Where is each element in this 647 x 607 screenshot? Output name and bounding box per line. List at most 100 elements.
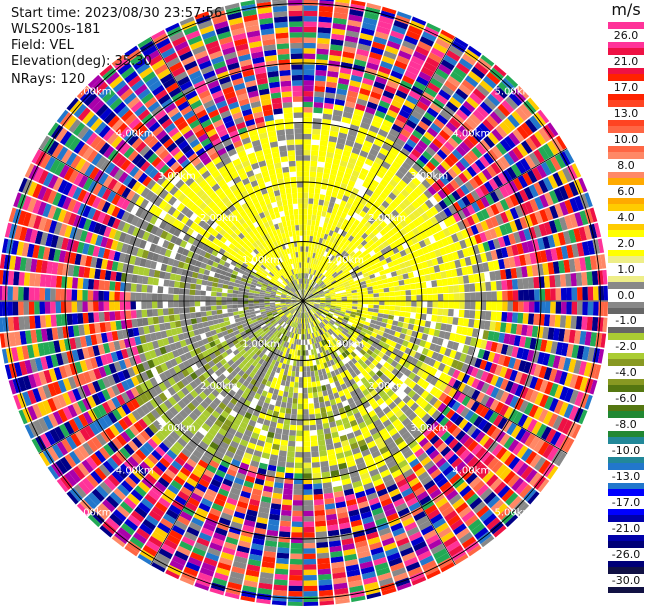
velocity-gate [345, 139, 355, 147]
velocity-gate [440, 29, 455, 40]
velocity-gate [508, 180, 519, 193]
velocity-gate [84, 425, 96, 439]
velocity-gate [347, 180, 356, 188]
velocity-gate [225, 432, 234, 441]
velocity-gate [384, 137, 395, 147]
velocity-gate [411, 110, 423, 121]
velocity-gate [390, 340, 397, 348]
velocity-gate [303, 267, 305, 274]
velocity-gate [368, 297, 374, 301]
velocity-gate [506, 279, 513, 290]
velocity-gate [440, 531, 455, 543]
velocity-gate [159, 427, 170, 438]
velocity-gate [277, 541, 290, 549]
velocity-gate [544, 396, 554, 410]
velocity-gate [316, 209, 322, 216]
velocity-gate [368, 232, 376, 240]
velocity-gate [376, 105, 388, 114]
velocity-gate [367, 311, 373, 316]
velocity-gate [362, 259, 369, 266]
velocity-gate [455, 160, 466, 172]
velocity-gate [237, 426, 246, 434]
velocity-gate [354, 233, 361, 241]
velocity-gate [206, 376, 215, 384]
velocity-gate [358, 555, 372, 564]
velocity-gate [375, 377, 384, 386]
velocity-gate [251, 543, 264, 551]
velocity-gate [351, 342, 358, 349]
velocity-gate [58, 365, 68, 379]
velocity-gate [357, 294, 363, 298]
velocity-gate [413, 80, 427, 91]
velocity-gate [181, 396, 191, 406]
velocity-gate [494, 226, 503, 238]
velocity-gate [504, 453, 516, 467]
velocity-gate [373, 293, 379, 298]
velocity-gate [521, 448, 533, 462]
velocity-gate [521, 266, 528, 278]
velocity-gate [342, 319, 349, 324]
velocity-gate [303, 144, 311, 151]
velocity-gate [328, 540, 342, 548]
velocity-gate [406, 138, 417, 149]
velocity-gate [309, 182, 316, 188]
velocity-gate [184, 351, 193, 360]
velocity-gate [111, 453, 123, 467]
velocity-gate [564, 438, 575, 453]
velocity-gate [598, 301, 605, 316]
velocity-gate [396, 478, 408, 488]
velocity-gate [245, 318, 252, 323]
velocity-gate [457, 343, 465, 353]
velocity-gate [480, 394, 490, 406]
velocity-gate [207, 393, 216, 402]
velocity-gate [393, 572, 409, 582]
velocity-gate [386, 357, 394, 365]
velocity-gate [492, 414, 504, 427]
velocity-gate [389, 301, 396, 306]
velocity-gate [494, 503, 508, 517]
velocity-gate [466, 215, 476, 226]
velocity-gate [164, 488, 177, 500]
velocity-gate [573, 228, 582, 243]
velocity-gate [245, 361, 252, 369]
velocity-gate [501, 488, 515, 502]
velocity-gate [314, 301, 321, 303]
velocity-gate [347, 321, 353, 326]
velocity-gate [341, 305, 347, 308]
velocity-gate [414, 144, 425, 155]
velocity-gate [350, 244, 357, 251]
velocity-gate [382, 474, 393, 483]
velocity-gate [493, 64, 507, 77]
velocity-gate [491, 291, 497, 301]
velocity-gate [373, 174, 383, 183]
velocity-gate [476, 505, 490, 518]
velocity-gate [350, 287, 357, 291]
velocity-gate [319, 304, 326, 307]
velocity-gate [280, 314, 286, 319]
velocity-gate [499, 198, 510, 211]
velocity-gate [549, 275, 556, 288]
velocity-gate [366, 314, 373, 320]
velocity-gate [307, 279, 310, 285]
velocity-gate [465, 117, 478, 130]
velocity-gate [307, 305, 312, 310]
velocity-gate [482, 241, 491, 252]
velocity-gate [448, 215, 457, 225]
velocity-gate [538, 459, 551, 475]
velocity-gate [504, 393, 515, 406]
velocity-gate [317, 317, 322, 323]
velocity-gate [173, 475, 186, 486]
velocity-gate [367, 56, 381, 66]
velocity-gate [315, 331, 319, 338]
velocity-gate [338, 272, 345, 277]
velocity-gate [307, 208, 313, 215]
velocity-gate [492, 331, 500, 342]
velocity-gate [62, 406, 73, 420]
velocity-gate [263, 385, 270, 392]
velocity-gate [382, 332, 389, 339]
velocity-gate [289, 430, 296, 436]
velocity-gate [395, 388, 404, 397]
velocity-gate [56, 441, 69, 456]
velocity-gate [239, 384, 247, 392]
velocity-gate [367, 355, 375, 363]
